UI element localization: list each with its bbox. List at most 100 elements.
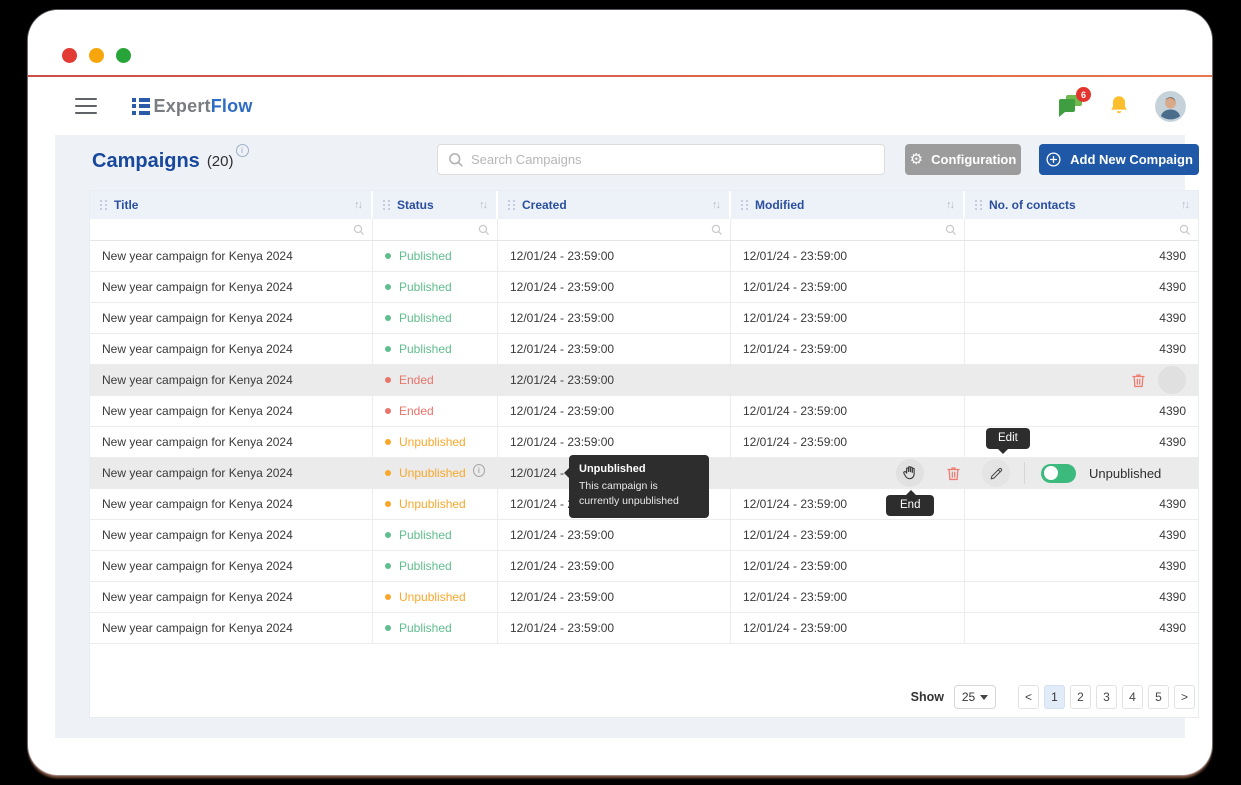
table-row[interactable]: New year campaign for Kenya 2024 Ended 12/… [90, 396, 1198, 427]
page-size-select[interactable]: 25 [954, 685, 996, 709]
sort-icon[interactable]: ↑↓ [479, 199, 488, 211]
column-filter-input[interactable] [731, 219, 965, 240]
table-row[interactable]: New year campaign for Kenya 2024 Ended 12/… [90, 365, 1198, 396]
table-row[interactable]: New year campaign for Kenya 2024 Publishe… [90, 241, 1198, 272]
pagination-prev-button[interactable]: < [1018, 685, 1039, 709]
chat-button[interactable]: 6 [1056, 87, 1091, 118]
search-icon [449, 153, 463, 167]
drag-handle-icon[interactable] [975, 199, 982, 211]
cell-title: New year campaign for Kenya 2024 [90, 396, 373, 426]
cell-title: New year campaign for Kenya 2024 [90, 613, 373, 643]
status-label: Unpublished [399, 497, 466, 511]
table-row[interactable]: New year campaign for Kenya 2024 Unpublis… [90, 427, 1198, 458]
cell-contacts: 4390 [1159, 249, 1186, 263]
delete-trash-icon [1131, 373, 1145, 387]
status-dot-icon [385, 253, 391, 259]
menu-hamburger-icon[interactable] [75, 98, 97, 114]
cell-modified: 12/01/24 - 23:59:00 [731, 272, 965, 302]
status-dot-icon [385, 563, 391, 569]
cell-contacts: 4390 [1159, 342, 1186, 356]
column-header-modified[interactable]: Modified ↑↓ [731, 191, 965, 219]
page-info-icon[interactable]: i [235, 144, 249, 157]
table-body: New year campaign for Kenya 2024 Publishe… [90, 241, 1198, 644]
pagination-page-2[interactable]: 2 [1070, 685, 1091, 709]
table-row[interactable]: New year campaign for Kenya 2024 Publishe… [90, 613, 1198, 644]
status-dot-icon [385, 501, 391, 507]
cell-status: Unpublished [373, 582, 498, 612]
pagination-page-1[interactable]: 1 [1044, 685, 1065, 709]
cell-title: New year campaign for Kenya 2024 [90, 520, 373, 550]
brand-logo: Expert Flow [132, 96, 253, 117]
table-row[interactable]: New year campaign for Kenya 2024 Publishe… [90, 334, 1198, 365]
notifications-button[interactable] [1107, 94, 1131, 118]
column-header-title[interactable]: Title ↑↓ [90, 191, 373, 219]
avatar[interactable] [1155, 90, 1186, 122]
status-label: Published [399, 280, 452, 294]
cell-modified: 12/01/24 - 23:59:00 [731, 582, 965, 612]
close-window-icon[interactable] [62, 48, 77, 63]
cell-contacts: 4390 [1159, 435, 1186, 449]
column-filter-input[interactable] [373, 219, 498, 240]
status-dot-icon [385, 315, 391, 321]
cell-title: New year campaign for Kenya 2024 [90, 303, 373, 333]
table-row[interactable]: New year campaign for Kenya 2024 Unpublis… [90, 582, 1198, 613]
cell-title: New year campaign for Kenya 2024 [90, 334, 373, 364]
table-row[interactable]: New year campaign for Kenya 2024 Publishe… [90, 520, 1198, 551]
cell-status: Unpublished [373, 489, 498, 519]
maximize-window-icon[interactable] [116, 48, 131, 63]
cell-title: New year campaign for Kenya 2024 [90, 582, 373, 612]
brand-name-gray: Expert [153, 95, 211, 116]
drag-handle-icon[interactable] [100, 199, 107, 211]
add-campaign-label: Add New Compaign [1070, 152, 1193, 167]
configuration-button[interactable]: ⚙ Configuration [905, 144, 1021, 175]
table-row[interactable]: New year campaign for Kenya 2024 Publishe… [90, 303, 1198, 334]
pagination: Show 25 <1 2 3 4 5 > [911, 684, 1195, 710]
end-hand-icon [903, 466, 915, 480]
sort-icon[interactable]: ↑↓ [354, 199, 363, 211]
cell-contacts: 4390 [1159, 559, 1186, 573]
cell-status: Published [373, 303, 498, 333]
column-header-status[interactable]: Status ↑↓ [373, 191, 498, 219]
hover-ghost-circle [1158, 366, 1186, 394]
add-new-campaign-button[interactable]: Add New Compaign [1039, 144, 1199, 175]
show-label: Show [910, 690, 944, 704]
status-dot-icon [385, 346, 391, 352]
column-header-created[interactable]: Created ↑↓ [498, 191, 731, 219]
search-input[interactable] [471, 152, 874, 167]
table-row[interactable]: New year campaign for Kenya 2024 Publishe… [90, 272, 1198, 303]
pagination-page-4[interactable]: 4 [1122, 685, 1143, 709]
end-campaign-button[interactable] [896, 459, 924, 487]
cell-created: 12/01/24 - 23:59:00 [498, 334, 731, 364]
edit-campaign-button[interactable] [982, 459, 1010, 487]
status-tooltip-title: Unpublished [579, 463, 646, 475]
column-header-no-of-contacts[interactable]: No. of contacts ↑↓ [965, 191, 1198, 219]
cell-created: 12/01/24 - 23:59:00 [498, 520, 731, 550]
delete-campaign-button[interactable] [1124, 366, 1152, 394]
drag-handle-icon[interactable] [741, 199, 748, 211]
sort-icon[interactable]: ↑↓ [946, 199, 955, 211]
status-info-icon[interactable]: i [472, 463, 485, 477]
pagination-page-3[interactable]: 3 [1096, 685, 1117, 709]
column-filter-input[interactable] [498, 219, 731, 240]
row-actions: Unpublished [731, 458, 1198, 488]
minimize-window-icon[interactable] [89, 48, 104, 63]
cell-modified: 12/01/24 - 23:59:00 [731, 303, 965, 333]
column-header-label: Modified [755, 198, 805, 212]
table-row[interactable]: New year campaign for Kenya 2024 Publishe… [90, 551, 1198, 582]
drag-handle-icon[interactable] [508, 199, 515, 211]
drag-handle-icon[interactable] [383, 199, 390, 211]
column-filter-input[interactable] [965, 219, 1198, 240]
campaigns-table-card: Title ↑↓ Status ↑↓ Created ↑↓ Modified ↑↓ No. of… [89, 190, 1199, 718]
sort-icon[interactable]: ↑↓ [1181, 199, 1190, 211]
pagination-next-button[interactable]: > [1174, 685, 1195, 709]
chevron-down-icon [980, 694, 989, 700]
content-panel: Campaigns (20) i ⚙ Configuration Add New… [55, 135, 1199, 738]
publish-toggle[interactable] [1041, 463, 1076, 483]
cell-modified: 12/01/24 - 23:59:00 [731, 241, 965, 271]
pagination-page-5[interactable]: 5 [1148, 685, 1169, 709]
status-tooltip-text: This campaign is currently unpublished [579, 480, 679, 508]
search-icon [945, 224, 956, 235]
column-filter-input[interactable] [90, 219, 373, 240]
delete-campaign-button[interactable] [939, 459, 967, 487]
sort-icon[interactable]: ↑↓ [712, 199, 721, 211]
